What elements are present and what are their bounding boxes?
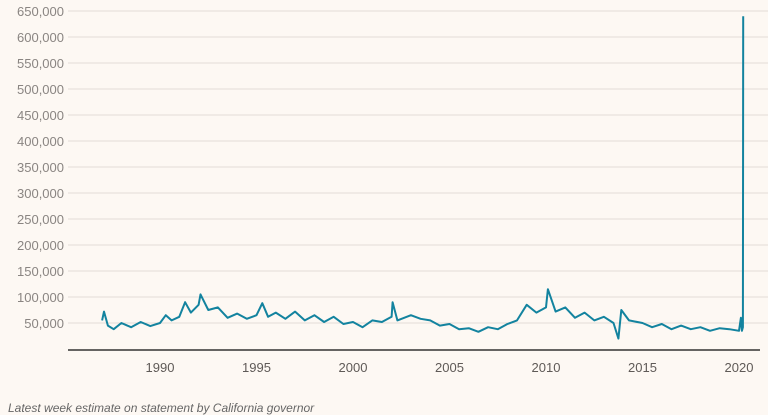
y-tick-label: 50,000 (24, 316, 64, 331)
x-tick-label: 2010 (532, 360, 561, 375)
y-tick-label: 500,000 (17, 82, 64, 97)
y-tick-label: 350,000 (17, 160, 64, 175)
x-tick-label: 2015 (628, 360, 657, 375)
x-tick-label: 2005 (435, 360, 464, 375)
x-tick-label: 1990 (146, 360, 175, 375)
y-tick-label: 300,000 (17, 186, 64, 201)
y-tick-label: 550,000 (17, 56, 64, 71)
y-tick-label: 650,000 (17, 4, 64, 19)
x-tick-label: 2000 (339, 360, 368, 375)
series-line (101, 16, 745, 340)
y-tick-label: 400,000 (17, 134, 64, 149)
y-tick-label: 600,000 (17, 30, 64, 45)
y-tick-label: 200,000 (17, 238, 64, 253)
y-tick-label: 150,000 (17, 264, 64, 279)
x-tick-label: 1995 (242, 360, 271, 375)
x-tick-label: 2020 (725, 360, 754, 375)
y-tick-label: 100,000 (17, 290, 64, 305)
y-tick-label: 450,000 (17, 108, 64, 123)
chart-caption: Latest week estimate on statement by Cal… (8, 401, 315, 415)
y-tick-label: 250,000 (17, 212, 64, 227)
